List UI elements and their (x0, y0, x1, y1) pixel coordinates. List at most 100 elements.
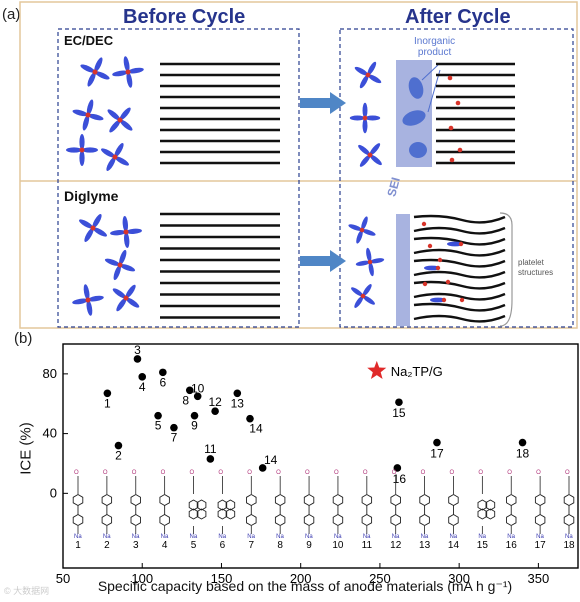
structure-number: 2 (104, 540, 110, 551)
cointercalated-solvent (447, 241, 463, 247)
platelet-layer (413, 302, 506, 312)
molecular-structure-icon: O Na (274, 470, 286, 540)
solvent-molecule-icon (72, 99, 104, 131)
data-point (433, 438, 441, 447)
sodium-ion-dot (455, 100, 461, 106)
plot-frame (62, 343, 579, 569)
svg-text:O: O (103, 470, 108, 476)
x-tick-label: 200 (290, 571, 312, 586)
data-point-label: 7 (171, 431, 178, 445)
structure-number: 6 (220, 540, 226, 551)
svg-text:Na: Na (449, 534, 457, 540)
before-dashed-box (57, 28, 300, 328)
data-point (133, 355, 142, 363)
svg-text:Na: Na (363, 534, 371, 540)
platelet-layer (413, 226, 506, 235)
data-point-label: 9 (191, 419, 198, 433)
svg-text:O: O (161, 470, 166, 476)
molecular-structure-icon: O Na (361, 470, 373, 540)
data-point (154, 411, 162, 420)
svg-text:O: O (449, 470, 454, 476)
data-point-label: 5 (155, 419, 162, 433)
solvent-molecule-icon (351, 284, 375, 308)
inorganic-particle (408, 77, 424, 99)
structure-number: 11 (362, 540, 373, 551)
solvent-molecule-icon (110, 216, 142, 248)
svg-text:O: O (507, 470, 512, 476)
platelet-layer (413, 292, 506, 301)
sodium-ion-dot (427, 243, 433, 249)
svg-text:Na: Na (190, 534, 198, 540)
arrow-right-icon-1 (300, 92, 346, 114)
structure-number: 13 (419, 540, 431, 551)
data-point-label: 4 (139, 380, 146, 394)
molecular-structure-icon: O Na (130, 470, 141, 540)
data-point (114, 441, 123, 450)
sodium-ion-dot (445, 279, 451, 285)
platelet-layer (413, 270, 506, 279)
data-point (170, 423, 178, 432)
molecular-structure-icon: O Na (419, 470, 430, 540)
sodium-ion-dot (441, 297, 447, 303)
data-point-label: 18 (516, 447, 530, 461)
structure-number: 3 (133, 540, 139, 551)
svg-text:O: O (421, 470, 426, 476)
solvent-molecule-icon (79, 214, 107, 242)
sodium-ion-dot (459, 297, 465, 303)
structure-number: 4 (162, 540, 168, 551)
svg-text:O: O (334, 470, 339, 476)
data-point-label: 14 (264, 453, 278, 467)
data-point (190, 411, 199, 420)
structure-number: 12 (390, 540, 402, 551)
data-point (211, 407, 219, 416)
structure-number: 8 (277, 540, 283, 551)
svg-text:Na: Na (161, 534, 169, 540)
sodium-ion-dot (448, 125, 454, 131)
platelet-bracket (499, 212, 513, 327)
svg-text:O: O (276, 470, 281, 476)
sodium-ion-dot (437, 257, 443, 263)
x-tick-label: 350 (528, 571, 550, 586)
x-tick-label: 250 (369, 571, 391, 586)
y-axis-label: ICE (%) (17, 422, 35, 475)
svg-text:O: O (363, 470, 368, 476)
solvent-molecule-icon (349, 102, 381, 134)
svg-text:Na: Na (218, 534, 226, 540)
data-point-label: 2 (115, 449, 122, 463)
inorganic-label-line2: product (417, 47, 452, 58)
data-point-label: 10 (191, 381, 205, 395)
svg-text:O: O (74, 470, 79, 476)
x-tick-label: 150 (211, 571, 233, 586)
platelet-structures-label: platelet structures (518, 258, 553, 278)
platelet-label-line2: structures (518, 268, 554, 277)
sei-layer-2 (396, 214, 410, 326)
molecular-structure-icon: O Na (534, 470, 546, 540)
star-marker (367, 360, 387, 379)
structure-number: 15 (477, 540, 489, 551)
platelet-layer (413, 248, 506, 257)
structure-number: 7 (249, 540, 255, 551)
data-point (393, 464, 402, 472)
platelet-layer (413, 214, 506, 224)
sodium-ion-dot (435, 265, 441, 271)
svg-text:O: O (247, 470, 252, 476)
y-tick-label: 40 (43, 426, 57, 441)
svg-text:Na: Na (276, 534, 284, 540)
data-point-label: 3 (134, 343, 141, 357)
data-point-label: 15 (392, 406, 406, 420)
panel-b-label: (b) (14, 330, 33, 347)
molecular-structure-icon: O Na (390, 470, 401, 540)
solvent-molecule-icon (112, 56, 144, 88)
data-point (258, 464, 267, 472)
svg-text:O: O (132, 470, 137, 476)
molecular-structure-icon: O Na (72, 470, 84, 540)
platelet-label-line1: platelet (518, 258, 544, 267)
molecular-structure-icon: O Na (101, 470, 113, 540)
data-point-label: 13 (231, 396, 245, 410)
svg-text:Na: Na (305, 534, 313, 540)
svg-text:O: O (536, 470, 541, 476)
structure-number: 17 (535, 540, 547, 551)
platelet-layer (413, 314, 506, 323)
